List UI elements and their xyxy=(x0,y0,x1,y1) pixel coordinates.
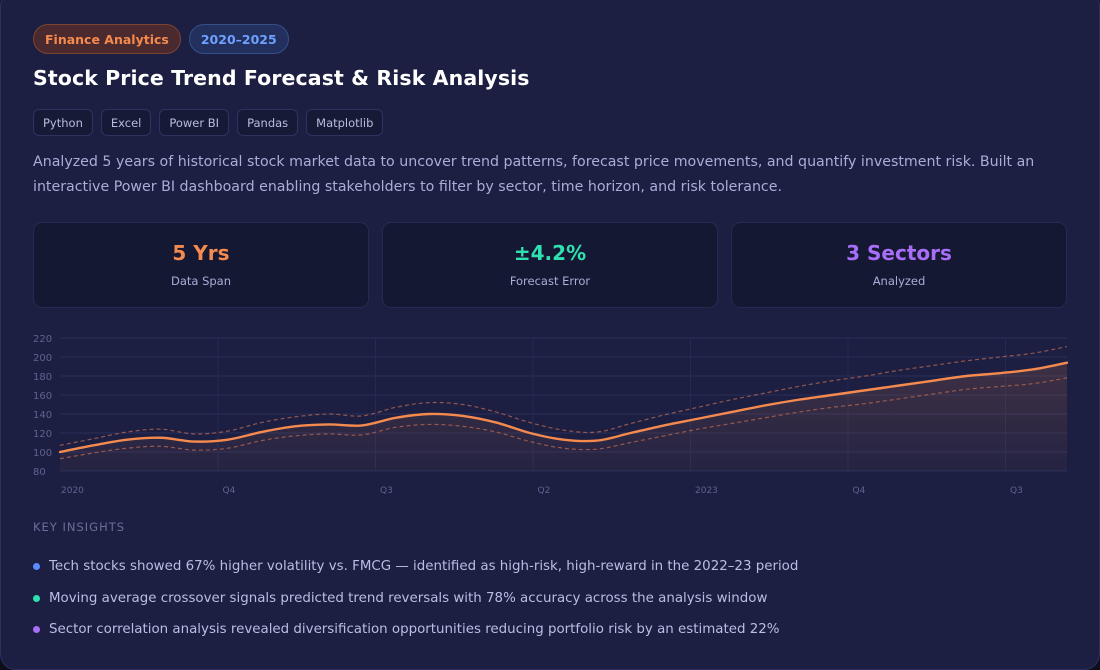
stat-label: Forecast Error xyxy=(509,273,591,288)
stat-value: ±4.2% xyxy=(513,240,587,265)
project-title: Stock Price Trend Forecast & Risk Analys… xyxy=(33,66,530,90)
bullet-dot-icon xyxy=(33,594,40,602)
stat-card-forecast-error: ±4.2% Forecast Error xyxy=(382,222,718,308)
insights-list: Tech stocks showed 67% higher volatility… xyxy=(33,551,798,646)
y-tick-label: 100 xyxy=(33,448,52,459)
insights-heading: KEY INSIGHTS xyxy=(33,520,126,534)
price-forecast-chart: 80 100 120 140 160 180 200 220 2020 Q4 Q3 Q2 2023 Q4 Q… xyxy=(33,330,1073,500)
lower-band-line xyxy=(59,377,1068,460)
x-tick-label: Q3 xyxy=(1010,486,1023,496)
tool-python: Python xyxy=(33,109,93,136)
stat-label: Data Span xyxy=(170,273,232,288)
forecast-area xyxy=(60,362,1067,471)
bullet-dot-icon xyxy=(33,563,40,571)
upper-band-line xyxy=(59,345,1068,446)
chart-canvas: 80 100 120 140 160 180 200 220 2020 Q4 Q3 Q2 2023 Q4 Q… xyxy=(33,334,1069,496)
insight-item: Tech stocks showed 67% higher volatility… xyxy=(33,551,798,583)
stat-card-data-span: 5 Yrs Data Span xyxy=(33,222,369,308)
tool-excel: Excel xyxy=(100,109,152,136)
tool-pandas: Pandas xyxy=(237,109,299,136)
insight-text: Tech stocks showed 67% higher volatility… xyxy=(49,559,799,575)
y-tick-label: 140 xyxy=(33,410,52,421)
x-tick-label: Q4 xyxy=(853,486,866,496)
tag-category: Finance Analytics xyxy=(33,24,181,54)
insight-item: Moving average crossover signals predict… xyxy=(33,583,798,615)
y-tick-label: 200 xyxy=(33,353,52,364)
tag-period: 2020–2025 xyxy=(188,24,289,54)
y-tick-label: 220 xyxy=(33,334,52,345)
tag-row: Finance Analytics 2020–2025 xyxy=(33,24,289,54)
stat-label: Analyzed xyxy=(872,273,926,288)
insight-item: Sector correlation analysis revealed div… xyxy=(33,614,798,646)
stat-value: 3 Sectors xyxy=(846,240,952,265)
tool-powerbi: Power BI xyxy=(159,109,230,136)
stats-row: 5 Yrs Data Span ±4.2% Forecast Error 3 S… xyxy=(33,222,1067,308)
x-tick-label: Q4 xyxy=(223,486,236,496)
tool-list: Python Excel Power BI Pandas Matplotlib xyxy=(33,109,384,136)
stat-card-sectors: 3 Sectors Analyzed xyxy=(731,222,1067,308)
bullet-dot-icon xyxy=(33,626,40,634)
stat-value: 5 Yrs xyxy=(172,240,230,265)
x-tick-label: 2023 xyxy=(695,486,718,496)
y-tick-label: 80 xyxy=(33,467,46,478)
x-tick-label: Q2 xyxy=(538,486,551,496)
insight-text: Sector correlation analysis revealed div… xyxy=(49,622,780,638)
insight-text: Moving average crossover signals predict… xyxy=(49,590,768,606)
y-tick-label: 120 xyxy=(33,429,52,440)
project-description: Analyzed 5 years of historical stock mar… xyxy=(33,154,1035,195)
forecast-line xyxy=(58,361,1069,454)
x-tick-label: 2020 xyxy=(61,486,84,496)
y-tick-label: 180 xyxy=(33,372,52,383)
y-tick-label: 160 xyxy=(33,391,52,402)
x-tick-label: Q3 xyxy=(380,486,393,496)
tool-matplotlib: Matplotlib xyxy=(306,109,384,136)
